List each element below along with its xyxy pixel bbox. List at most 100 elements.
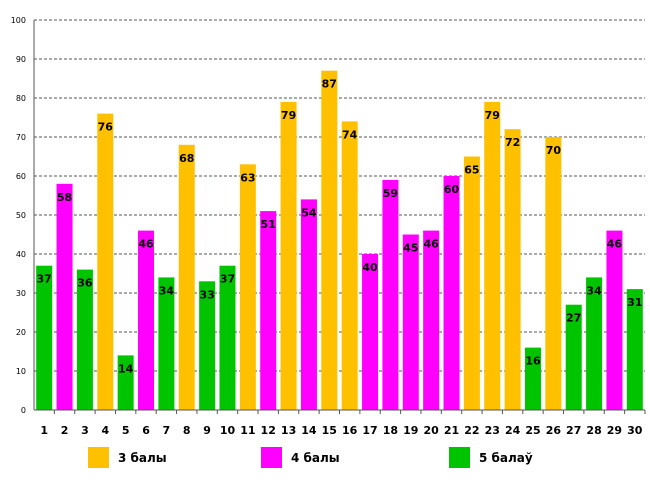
legend-swatch-5 xyxy=(449,447,470,468)
bar-19 xyxy=(402,234,419,410)
data-label-27: 27 xyxy=(566,312,581,325)
data-label-22: 65 xyxy=(464,164,479,177)
y-tick-label: 100 xyxy=(11,16,26,25)
bar-7 xyxy=(158,277,175,410)
bar-4 xyxy=(97,113,114,410)
y-tick-label: 60 xyxy=(16,172,26,181)
legend: 3 балы 4 балы 5 балаў xyxy=(88,447,533,468)
x-tick-label: 23 xyxy=(485,424,500,437)
x-tick-label: 17 xyxy=(362,424,377,437)
legend-swatch-4 xyxy=(261,447,282,468)
data-label-30: 31 xyxy=(627,296,642,309)
data-label-11: 63 xyxy=(240,171,255,184)
data-label-29: 46 xyxy=(607,238,623,251)
bar-14 xyxy=(300,199,317,410)
bar-15 xyxy=(321,70,338,410)
x-tick-label: 6 xyxy=(142,424,150,437)
y-tick-label: 50 xyxy=(16,211,26,220)
x-tick-label: 29 xyxy=(607,424,622,437)
data-label-14: 54 xyxy=(301,206,317,219)
x-tick-label: 28 xyxy=(586,424,601,437)
bar-18 xyxy=(382,179,399,410)
bar-6 xyxy=(138,230,155,410)
data-label-4: 76 xyxy=(98,121,114,134)
data-label-9: 33 xyxy=(199,288,214,301)
bar-23 xyxy=(484,101,501,411)
x-tick-label: 25 xyxy=(525,424,540,437)
x-tick-label: 3 xyxy=(81,424,89,437)
data-label-23: 79 xyxy=(485,109,500,122)
x-tick-label: 18 xyxy=(383,424,398,437)
legend-label-5: 5 балаў xyxy=(479,451,533,465)
x-tick-label: 16 xyxy=(342,424,358,437)
bar-29 xyxy=(606,230,623,410)
bar-12 xyxy=(260,211,277,410)
data-label-17: 40 xyxy=(362,261,378,274)
data-label-21: 60 xyxy=(444,183,460,196)
x-tick-label: 10 xyxy=(220,424,236,437)
x-tick-label: 21 xyxy=(444,424,459,437)
legend-label-3: 3 балы xyxy=(118,451,167,465)
x-tick-label: 26 xyxy=(546,424,562,437)
data-label-2: 58 xyxy=(57,191,72,204)
x-tick-label: 5 xyxy=(122,424,130,437)
bar-5 xyxy=(117,355,134,410)
bars: 37 58 36 76 14 46 34 68 33 37 63 51 79 54 87 74 40 59 45 46… xyxy=(36,70,643,411)
bar-8 xyxy=(178,144,195,411)
bar-22 xyxy=(463,156,480,410)
y-tick-label: 80 xyxy=(16,94,26,103)
x-tick-label: 13 xyxy=(281,424,296,437)
x-tick-label: 14 xyxy=(301,424,317,437)
bar-9 xyxy=(199,281,216,410)
x-tick-label: 8 xyxy=(183,424,191,437)
x-tick-label: 20 xyxy=(423,424,439,437)
x-tick-label: 19 xyxy=(403,424,418,437)
bar-17 xyxy=(362,254,379,410)
legend-swatch-3 xyxy=(88,447,109,468)
bar-30 xyxy=(626,289,643,410)
bar-25 xyxy=(524,347,541,410)
y-tick-label: 40 xyxy=(16,250,26,259)
bar-16 xyxy=(341,121,358,411)
bar-21 xyxy=(443,176,460,410)
y-axis: 0 10 20 30 40 50 60 70 80 90 100 xyxy=(11,16,35,415)
y-tick-label: 20 xyxy=(16,328,26,337)
x-tick-label: 11 xyxy=(240,424,255,437)
bar-24 xyxy=(504,129,521,410)
bar-26 xyxy=(545,137,562,410)
data-label-8: 68 xyxy=(179,152,194,165)
data-label-24: 72 xyxy=(505,136,520,149)
x-tick-label: 30 xyxy=(627,424,643,437)
data-label-16: 74 xyxy=(342,128,358,141)
data-label-18: 59 xyxy=(383,187,398,200)
bar-10 xyxy=(219,265,236,410)
data-label-13: 79 xyxy=(281,109,296,122)
bar-3 xyxy=(76,269,93,410)
bar-28 xyxy=(586,277,603,410)
x-tick-label: 24 xyxy=(505,424,521,437)
x-tick-label: 15 xyxy=(322,424,337,437)
bar-2 xyxy=(56,183,73,410)
bar-27 xyxy=(565,304,582,410)
data-label-20: 46 xyxy=(423,238,439,251)
y-tick-label: 10 xyxy=(16,367,26,376)
data-label-1: 37 xyxy=(37,273,52,286)
data-label-7: 34 xyxy=(159,284,175,297)
data-label-25: 16 xyxy=(525,355,541,368)
y-tick-label: 0 xyxy=(21,406,26,415)
x-axis: 1 2 3 4 5 6 7 8 9 10 11 12 13 14 15 16 17 18 19 20 21 22 23 24 2… xyxy=(34,409,646,437)
bar-20 xyxy=(423,230,440,410)
x-tick-label: 9 xyxy=(203,424,211,437)
data-label-3: 36 xyxy=(77,277,93,290)
y-tick-label: 30 xyxy=(16,289,26,298)
x-tick-label: 7 xyxy=(163,424,171,437)
data-label-6: 46 xyxy=(138,238,154,251)
x-tick-label: 12 xyxy=(261,424,276,437)
x-tick-label: 2 xyxy=(61,424,69,437)
data-label-19: 45 xyxy=(403,242,418,255)
x-tick-label: 1 xyxy=(40,424,48,437)
gridlines xyxy=(34,19,645,372)
bar-11 xyxy=(239,164,256,410)
data-label-28: 34 xyxy=(586,284,602,297)
x-tick-label: 27 xyxy=(566,424,581,437)
